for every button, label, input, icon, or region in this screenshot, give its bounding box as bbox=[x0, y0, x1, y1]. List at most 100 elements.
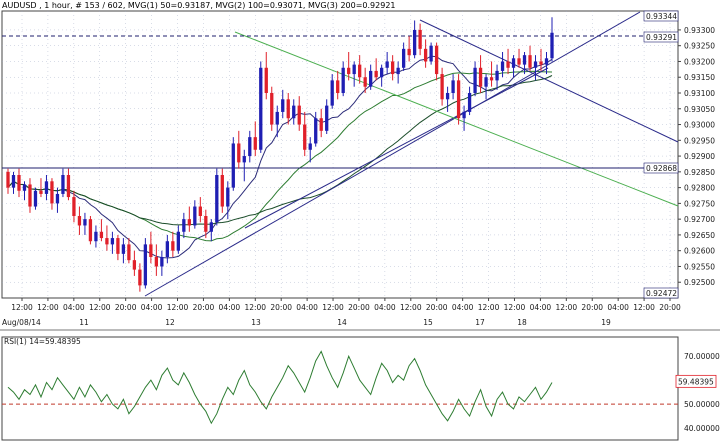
y-tick-label: 0.92700 bbox=[684, 215, 715, 224]
x-date-label: Aug/08/14 bbox=[2, 318, 41, 327]
y-tick-label: 0.93100 bbox=[684, 89, 715, 98]
candle-body bbox=[319, 118, 323, 131]
candle-body bbox=[550, 32, 554, 59]
x-tick-label: 04:00 bbox=[141, 303, 163, 312]
y-tick-label: 0.92550 bbox=[684, 262, 715, 271]
x-tick-label: 12:00 bbox=[89, 303, 111, 312]
x-tick-label: 12:00 bbox=[244, 303, 266, 312]
candle-body bbox=[66, 175, 71, 198]
candle-body bbox=[500, 61, 505, 71]
candle-body bbox=[72, 197, 76, 216]
candle-body bbox=[484, 77, 488, 87]
candle-body bbox=[11, 175, 16, 188]
candle-body bbox=[423, 48, 428, 62]
y-tick-label: 0.92500 bbox=[684, 278, 715, 287]
rsi-tick-label: 40.00000 bbox=[684, 424, 720, 433]
candle-body bbox=[539, 61, 543, 65]
trend-lines bbox=[2, 11, 679, 297]
price-callout-box bbox=[643, 10, 679, 22]
candle-body bbox=[259, 67, 263, 150]
candle-body bbox=[281, 99, 285, 112]
candle-body bbox=[390, 61, 395, 75]
candle-body bbox=[77, 216, 82, 226]
rsi-tick-label: 50.00000 bbox=[684, 400, 720, 409]
x-tick-label: 04:00 bbox=[530, 303, 552, 312]
x-tick-label: 12:00 bbox=[400, 303, 422, 312]
x-tick-label: 20:00 bbox=[659, 303, 681, 312]
x-date-label: 17 bbox=[475, 318, 485, 327]
candle-body bbox=[412, 29, 417, 56]
candle-body bbox=[352, 64, 356, 75]
y-tick-label: 0.93250 bbox=[684, 42, 715, 51]
candle-body bbox=[50, 181, 54, 204]
y-tick-label: 0.92600 bbox=[684, 247, 715, 256]
candle-body bbox=[341, 67, 345, 93]
support-trendline bbox=[144, 11, 641, 297]
candle-body bbox=[99, 231, 104, 239]
candle-body bbox=[462, 111, 466, 119]
ma-200-line bbox=[7, 75, 553, 226]
candle-body bbox=[149, 244, 153, 257]
candle-body bbox=[407, 48, 411, 56]
candle-body bbox=[314, 118, 318, 144]
candle-body bbox=[215, 175, 219, 223]
candle-body bbox=[380, 67, 384, 78]
candle-body bbox=[336, 80, 340, 93]
candle-body bbox=[198, 206, 202, 216]
price-callout-box bbox=[643, 31, 679, 43]
candle-body bbox=[286, 99, 290, 119]
x-date-label: 12 bbox=[165, 318, 175, 327]
x-date-label: 15 bbox=[423, 318, 433, 327]
candle-body bbox=[369, 70, 373, 87]
resistance-trendline bbox=[419, 19, 679, 143]
candle-body bbox=[363, 77, 367, 87]
chart-header: AUDUSD , 1 hour, # 153 / 602, MVG(1) 50=… bbox=[2, 1, 396, 10]
x-tick-label: 12:00 bbox=[633, 303, 655, 312]
candle-body bbox=[237, 143, 241, 163]
x-tick-label: 20:00 bbox=[270, 303, 292, 312]
x-tick-label: 20:00 bbox=[348, 303, 370, 312]
y-tick-label: 0.93000 bbox=[684, 121, 715, 130]
candle-body bbox=[220, 175, 224, 207]
x-tick-label: 20:00 bbox=[193, 303, 215, 312]
candle-body bbox=[242, 156, 246, 163]
candle-body bbox=[396, 67, 400, 75]
rsi-panel: RSI(1) 14=59.48395 70.00000 50.00000 40.000… bbox=[2, 337, 720, 433]
x-date-label: 18 bbox=[517, 318, 527, 327]
x-date-label: 14 bbox=[337, 318, 347, 327]
candle-body bbox=[358, 64, 362, 78]
rsi-label: RSI(1) 14=59.48395 bbox=[4, 337, 81, 346]
x-date-label: 11 bbox=[79, 318, 89, 327]
x-tick-label: 12:00 bbox=[37, 303, 59, 312]
candle-body bbox=[495, 70, 499, 81]
candle-body bbox=[451, 80, 455, 93]
chart-frames bbox=[0, 10, 720, 441]
candle-body bbox=[33, 190, 38, 207]
candle-body bbox=[347, 67, 351, 75]
candle-body bbox=[6, 171, 10, 188]
rsi-frame bbox=[1, 336, 679, 441]
y-tick-label: 0.92850 bbox=[684, 168, 715, 177]
x-tick-label: 12:00 bbox=[478, 303, 500, 312]
x-tick-label: 20:00 bbox=[426, 303, 448, 312]
candle-body bbox=[440, 74, 444, 100]
candle-body bbox=[28, 184, 32, 207]
time-axis: 12:00 12:00 04:00 12:00 20:00 04:00 12:00 20:00… bbox=[2, 298, 681, 327]
x-tick-label: 04:00 bbox=[296, 303, 318, 312]
candle-body bbox=[231, 143, 235, 188]
x-tick-label: 04:00 bbox=[607, 303, 629, 312]
candle-body bbox=[160, 257, 164, 267]
candle-body bbox=[94, 231, 98, 242]
green-trendline bbox=[234, 31, 679, 207]
rsi-line bbox=[7, 350, 553, 425]
price-callout-label: 0.93291 bbox=[646, 33, 677, 42]
candle-body bbox=[473, 67, 477, 93]
x-date-label: 13 bbox=[251, 318, 261, 327]
price-callout-label: 0.92868 bbox=[646, 164, 677, 173]
x-tick-label: 20:00 bbox=[581, 303, 603, 312]
candle-body bbox=[248, 137, 252, 157]
candle-body bbox=[517, 58, 521, 65]
candle-body bbox=[44, 181, 49, 194]
candle-body bbox=[253, 137, 257, 150]
